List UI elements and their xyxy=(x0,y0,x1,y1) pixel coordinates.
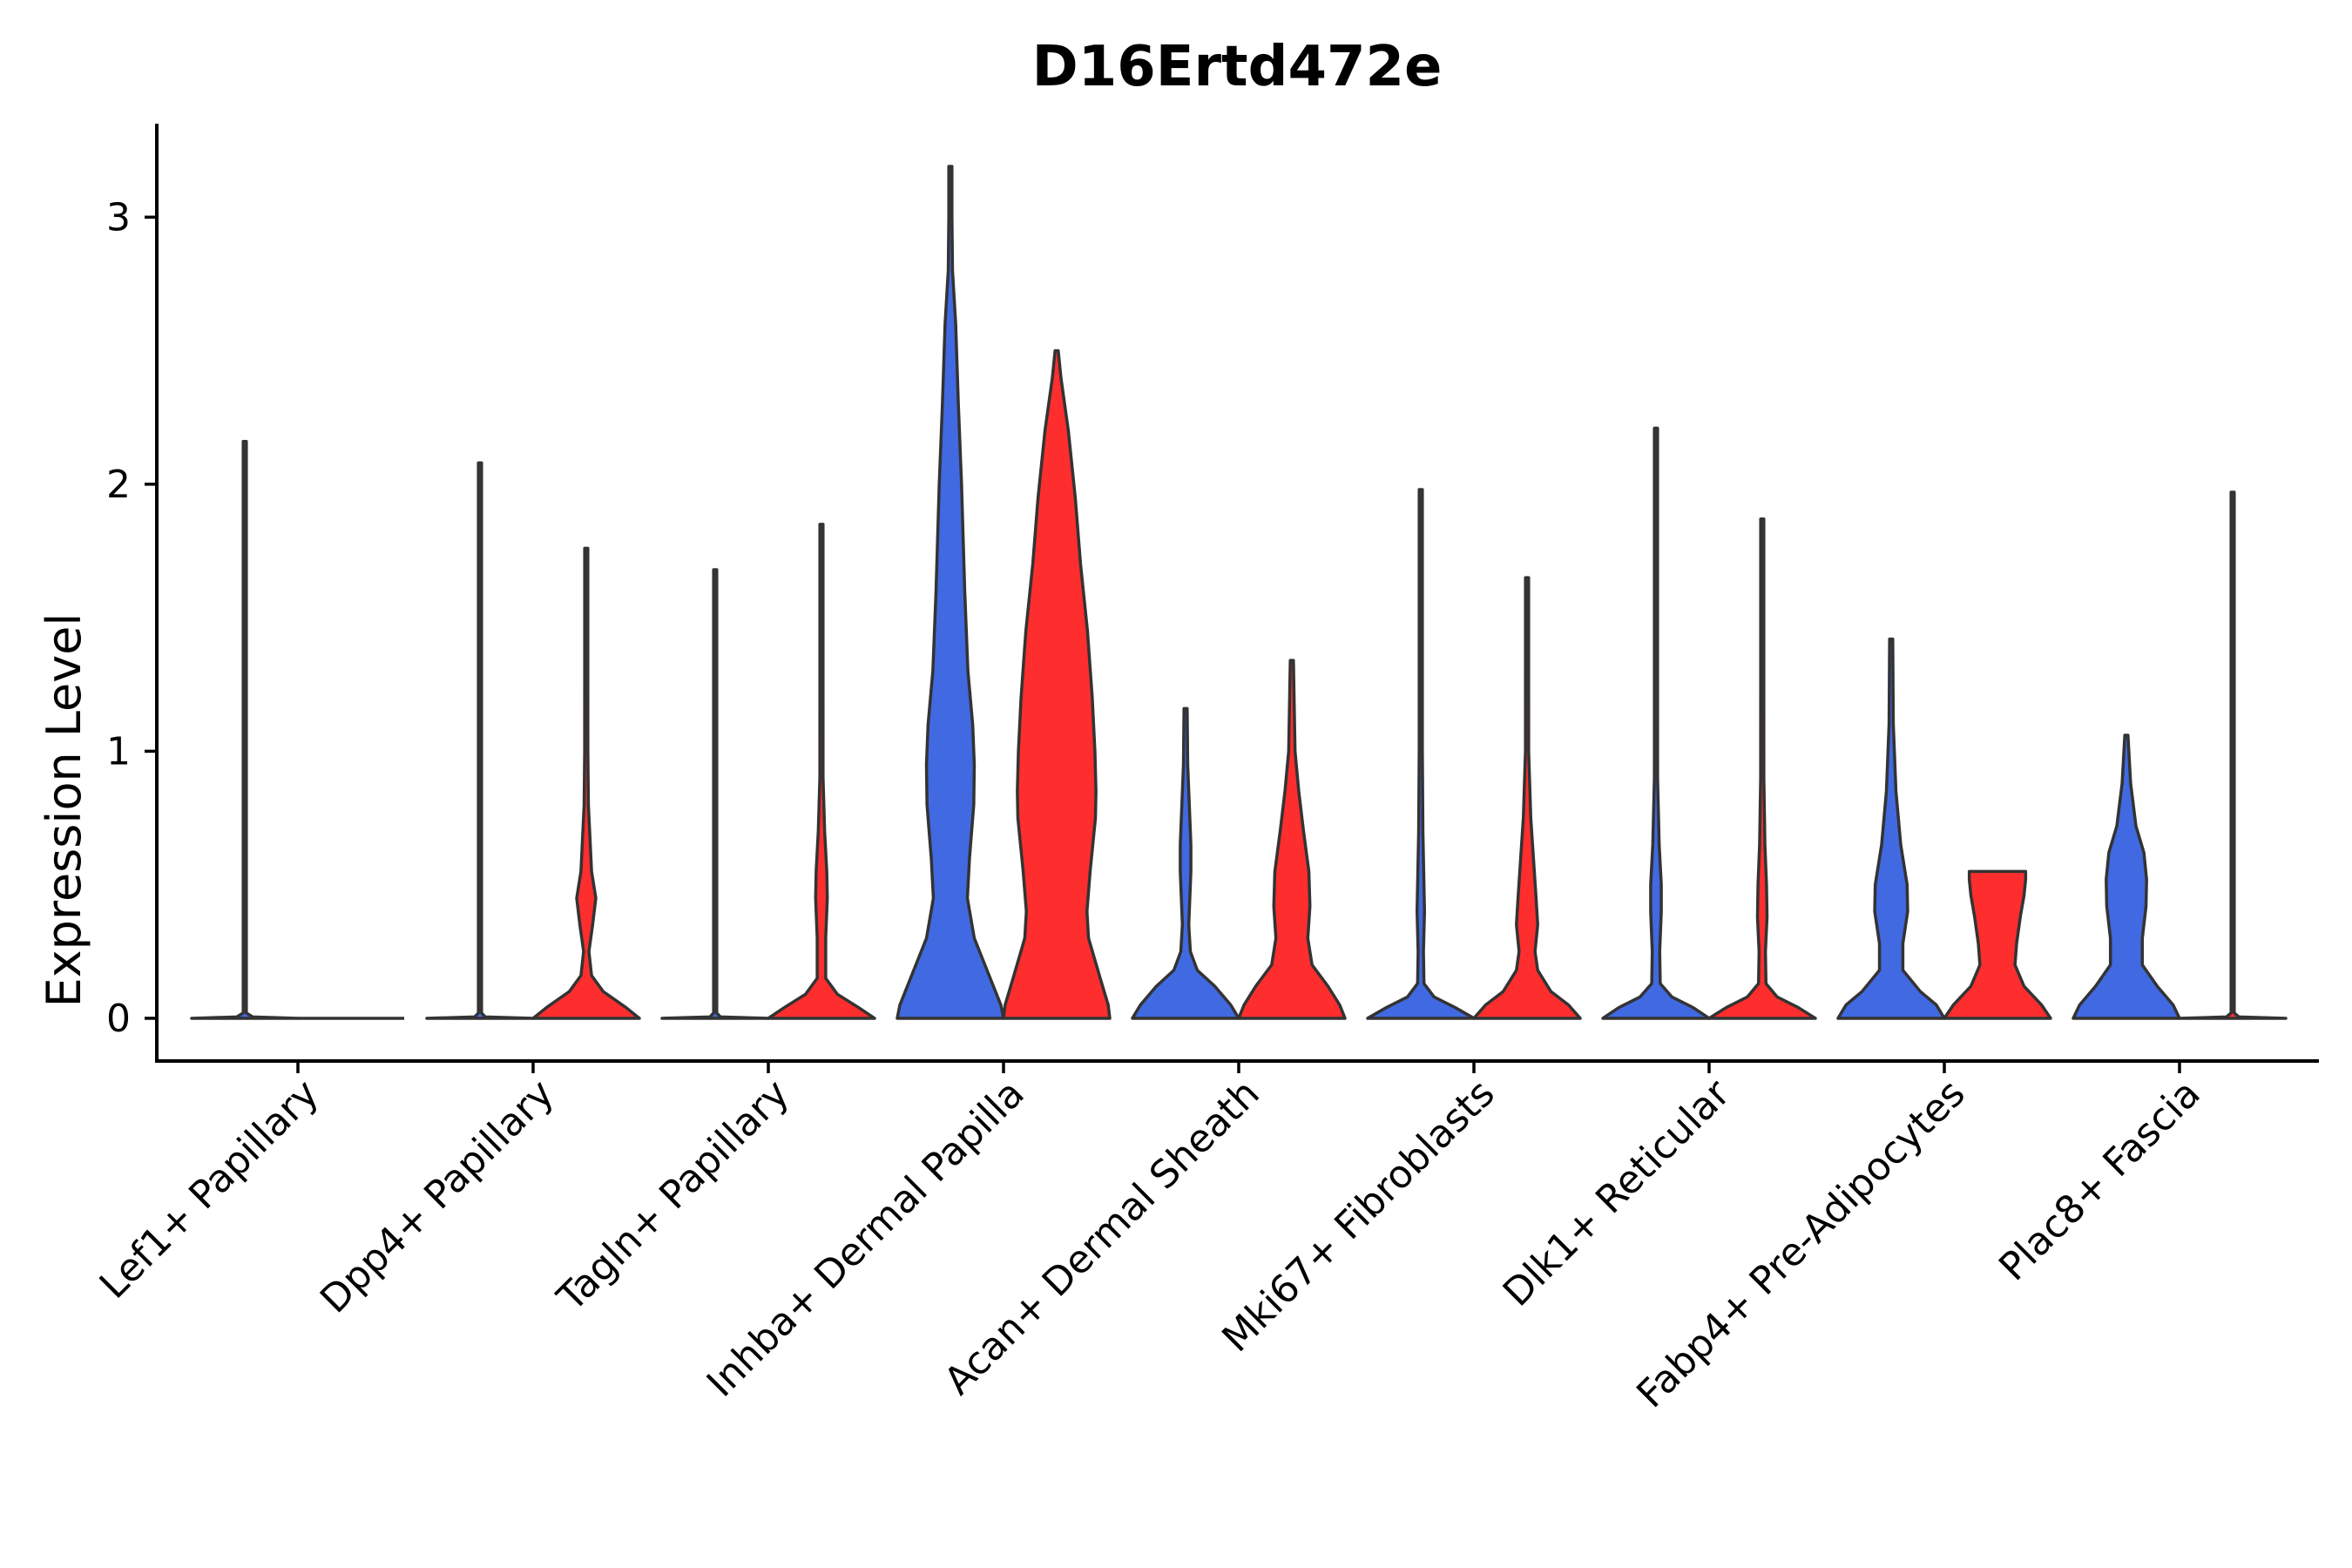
violin-group-2 xyxy=(531,546,641,1020)
violin-group-2 xyxy=(1472,576,1582,1020)
violin-group-1 xyxy=(1836,637,1946,1020)
violin-group-1 xyxy=(1366,488,1476,1020)
violin-group-1 xyxy=(1131,706,1240,1020)
violin-group-2 xyxy=(767,523,876,1020)
x-tick-label: Dlk1+ Reticular xyxy=(1495,1071,1740,1315)
violin-group-1 xyxy=(1601,426,1711,1020)
violin-group-2 xyxy=(1707,517,1817,1020)
y-tick-label-2: 2 xyxy=(106,463,131,507)
x-tick-label: Dpp4+ Papillary xyxy=(312,1071,563,1322)
chart-title: D16Ertd472e xyxy=(1032,35,1443,99)
violin-group-1 xyxy=(660,568,770,1020)
violin-group-2 xyxy=(1002,348,1112,1020)
violin-group-2 xyxy=(1237,659,1347,1020)
violin-group-1 xyxy=(190,440,300,1020)
violin-group-2 xyxy=(2178,490,2288,1020)
violin-layer xyxy=(190,165,2288,1020)
y-tick-label-3: 3 xyxy=(106,195,131,240)
y-tick-label-0: 0 xyxy=(106,997,131,1041)
violin-group-2 xyxy=(1943,869,2052,1020)
violin-group-1 xyxy=(425,461,535,1020)
y-axis-label: Expression Level xyxy=(37,613,91,1008)
y-tick-label-1: 1 xyxy=(106,729,131,774)
x-tick-label: Plac8+ Fascia xyxy=(1990,1071,2209,1290)
x-tick-label: Tagln+ Papillary xyxy=(549,1071,798,1321)
violin-group-1 xyxy=(2072,733,2181,1020)
x-tick-label: Lef1+ Papillary xyxy=(91,1071,328,1308)
violin-group-1 xyxy=(896,165,1005,1020)
y-axis-ticks: 0 1 2 3 xyxy=(106,195,157,1041)
x-tick-label: Mki67+ Fibroblasts xyxy=(1213,1071,1503,1361)
